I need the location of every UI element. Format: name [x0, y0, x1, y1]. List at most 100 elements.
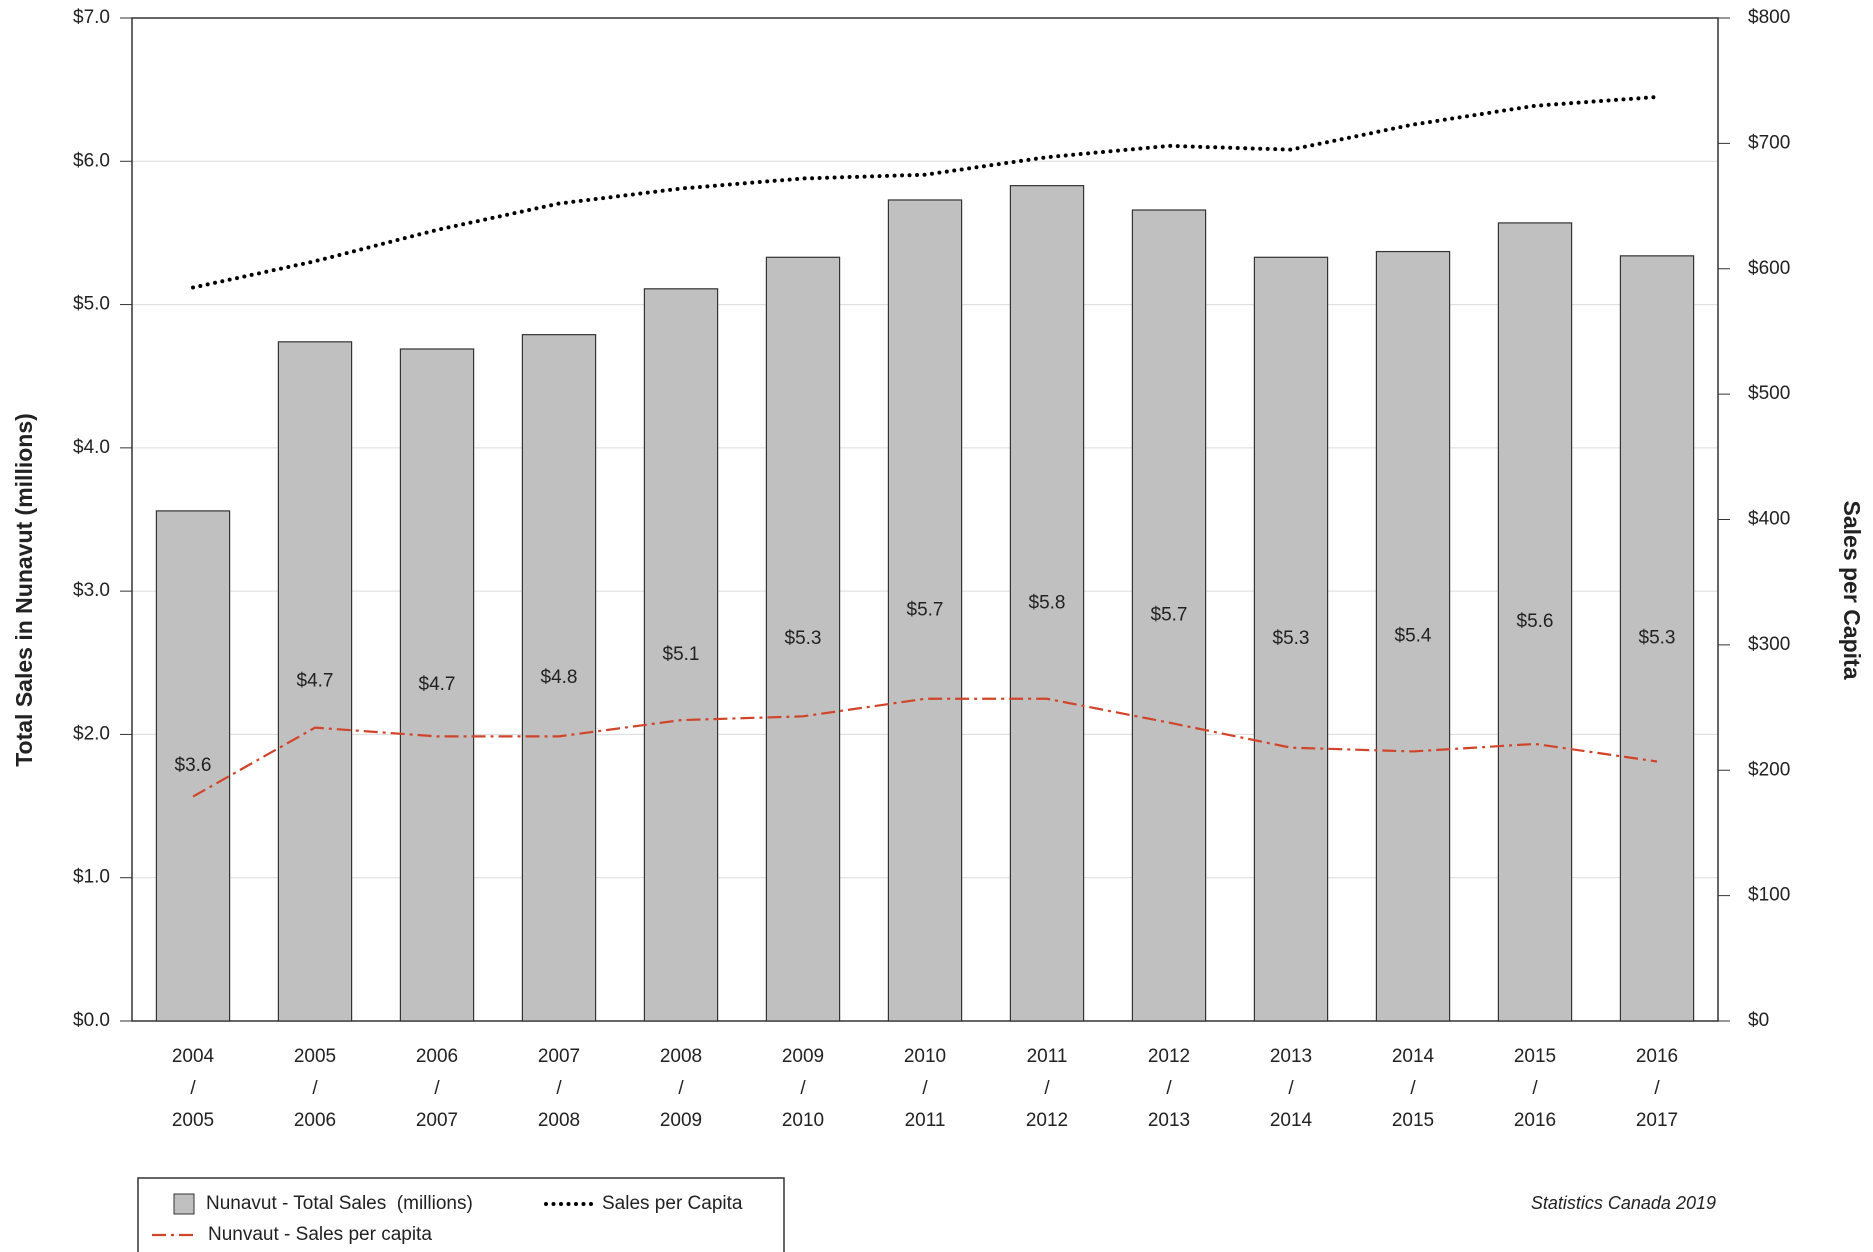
y2-tick-label: $200	[1748, 759, 1790, 780]
bar	[277, 341, 353, 1022]
data-label: $4.7	[419, 674, 456, 695]
x-tick-label-line: 2014	[1270, 1110, 1313, 1131]
y-tick-label: $0.0	[73, 1010, 110, 1031]
x-tick-label-line: 2005	[294, 1046, 336, 1067]
x-tick-label: 2008 / 2009	[660, 1046, 702, 1131]
data-label: $5.4	[1395, 625, 1432, 646]
legend-label: Sales per Capita	[602, 1193, 743, 1214]
y2-tick-label: $100	[1748, 885, 1790, 906]
x-tick-label: 2009 / 2010	[782, 1046, 824, 1131]
bar	[1253, 256, 1329, 1022]
x-tick-label-line: 2006	[294, 1110, 336, 1131]
x-tick-label-line: 2009	[782, 1046, 824, 1067]
data-label: $5.1	[663, 644, 700, 665]
x-tick-label-line: 2016	[1636, 1046, 1678, 1067]
x-tick-label: 2013 / 2014	[1270, 1046, 1313, 1131]
x-tick-label-line: 2008	[660, 1046, 702, 1067]
line	[191, 94, 1659, 290]
bar	[1009, 185, 1085, 1022]
bar	[1131, 209, 1207, 1022]
data-label: $5.7	[907, 600, 944, 621]
bar	[155, 510, 231, 1022]
data-label: $3.6	[175, 755, 212, 776]
source: Statistics Canada 2019	[1531, 1193, 1716, 1213]
legend-box	[137, 1177, 785, 1252]
x-tick-label-line: /	[190, 1078, 196, 1099]
x-tick-label-line: 2011	[905, 1110, 946, 1131]
y-tick-label: $7.0	[73, 7, 110, 28]
x-tick-label-line: 2008	[538, 1110, 580, 1131]
x-tick-label: 2005 / 2006	[294, 1046, 336, 1131]
x-tick-label-line: 2007	[416, 1110, 458, 1131]
x-tick-label-line: 2005	[172, 1110, 214, 1131]
x-tick-label-line: 2006	[416, 1046, 458, 1067]
x-tick-label-line: 2004	[172, 1046, 215, 1067]
x-tick-label-line: /	[556, 1078, 562, 1099]
x-tick-label-line: /	[312, 1078, 318, 1099]
x-tick-label-line: /	[1410, 1078, 1416, 1099]
bar	[1619, 255, 1695, 1022]
x-tick-label: 2011 / 2012	[1026, 1046, 1068, 1131]
y2-tick-label: $700	[1748, 132, 1790, 153]
y2-tick-label: $0	[1748, 1010, 1769, 1031]
bar	[887, 199, 963, 1022]
x-tick-label: 2010 / 2011	[904, 1046, 946, 1131]
x-tick-label-line: 2011	[1027, 1046, 1068, 1067]
data-label: $4.8	[541, 667, 578, 688]
x-tick-label-line: 2007	[538, 1046, 580, 1067]
data-label: $5.7	[1151, 605, 1188, 626]
data-label: $5.3	[785, 628, 822, 649]
y-axis-title: Total Sales in Nunavut (millions)	[11, 413, 37, 767]
x-tick-label-line: 2010	[782, 1110, 824, 1131]
x-tick-label-line: /	[800, 1078, 806, 1099]
x-tick-label-line: 2017	[1636, 1110, 1678, 1131]
x-tick-label-line: 2013	[1148, 1110, 1190, 1131]
x-tick-label-line: 2010	[904, 1046, 946, 1067]
x-tick-label-line: 2016	[1514, 1110, 1556, 1131]
x-tick-label: 2016 / 2017	[1636, 1046, 1678, 1131]
x-tick-label-line: 2014	[1392, 1046, 1435, 1067]
x-tick-label: 2015 / 2016	[1514, 1046, 1556, 1131]
data-label: $4.7	[297, 670, 334, 691]
bar	[1497, 222, 1573, 1022]
bar	[399, 348, 475, 1022]
y-tick-label: $5.0	[73, 294, 110, 315]
x-tick-label-line: 2015	[1514, 1046, 1556, 1067]
x-tick-label-line: /	[1532, 1078, 1538, 1099]
x-tick-label-line: /	[1044, 1078, 1050, 1099]
data-label: $5.6	[1517, 611, 1554, 632]
x-tick-label-line: /	[1654, 1078, 1660, 1099]
y2-tick-label: $500	[1748, 383, 1790, 404]
x-tick-label: 2006 / 2007	[416, 1046, 458, 1131]
data-label: $5.3	[1639, 627, 1676, 648]
x-tick-label-line: /	[1288, 1078, 1294, 1099]
x-tick-label-line: 2012	[1148, 1046, 1190, 1067]
x-tick-label-line: /	[1166, 1078, 1172, 1099]
bar	[1375, 250, 1451, 1022]
legend-label: Nunvaut - Sales per capita	[208, 1224, 432, 1245]
y-tick-label: $3.0	[73, 580, 110, 601]
x-tick-label-line: 2015	[1392, 1110, 1434, 1131]
x-tick-label: 2012 / 2013	[1148, 1046, 1190, 1131]
x-tick-label-line: /	[434, 1078, 440, 1099]
y2-tick-label: $300	[1748, 634, 1790, 655]
x-tick-label: 2004 / 2005	[172, 1046, 215, 1131]
line	[192, 697, 1658, 798]
bar	[643, 288, 719, 1022]
x-tick-label: 2007 / 2008	[538, 1046, 580, 1131]
x-tick-label-line: 2013	[1270, 1046, 1312, 1067]
bar	[765, 256, 841, 1022]
legend-label: Nunavut - Total Sales (millions)	[206, 1193, 473, 1214]
y2-tick-label: $400	[1748, 509, 1790, 530]
data-label: $5.8	[1029, 592, 1066, 613]
x-tick-label-line: /	[678, 1078, 684, 1099]
x-tick-label-line: 2012	[1026, 1110, 1068, 1131]
x-tick-label-line: /	[922, 1078, 928, 1099]
y-tick-label: $6.0	[73, 150, 110, 171]
y2-tick-label: $600	[1748, 258, 1790, 279]
x-tick-label-line: 2009	[660, 1110, 702, 1131]
y-tick-label: $1.0	[73, 867, 110, 888]
y2-tick-label: $800	[1748, 7, 1790, 28]
data-label: $5.3	[1273, 628, 1310, 649]
